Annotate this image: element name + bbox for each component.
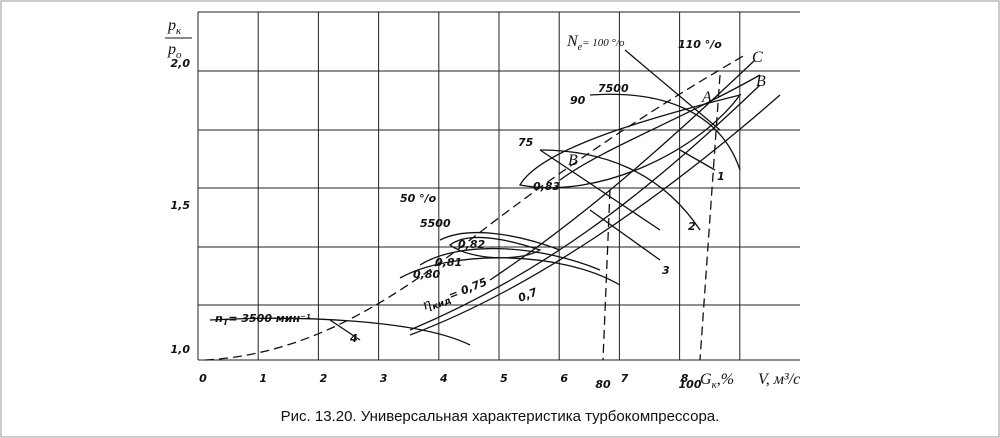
dash-line: [602, 189, 611, 361]
label: 75: [518, 136, 534, 149]
curves: [204, 49, 781, 361]
label: B: [568, 152, 578, 169]
ne-label: Ne= 100 °/о: [566, 33, 625, 53]
x-title: Gк,%: [700, 371, 734, 391]
label: 0,80: [413, 268, 440, 281]
eff-line: [419, 247, 601, 271]
eff-oval: [518, 93, 742, 189]
x-title-2: V, м³/с: [758, 371, 800, 388]
leader: [624, 49, 721, 131]
x-tick-label: 7: [621, 372, 629, 385]
label: C: [752, 49, 763, 66]
label: 0,82: [458, 238, 485, 251]
label: 90: [570, 94, 586, 107]
speed-line: [209, 317, 471, 346]
label: A: [701, 89, 712, 106]
curve: [409, 84, 761, 331]
x-tick-label: 5: [500, 372, 508, 385]
nt-label: nT= 3500 мин⁻¹: [215, 312, 311, 327]
speed-line: [589, 93, 741, 171]
label: 1: [717, 170, 725, 183]
label: 5500: [420, 217, 451, 230]
leader: [329, 319, 361, 341]
y-title-top: pк: [167, 17, 182, 37]
x-tick-label: 100: [679, 378, 702, 391]
surge-line: [204, 54, 746, 361]
label: 4: [349, 332, 358, 345]
line-b: [559, 74, 761, 181]
caption: Рис. 13.20. Универсальная характеристика…: [281, 408, 720, 425]
x-tick-label: 6: [560, 372, 568, 385]
curve: [409, 94, 781, 336]
y-title-bottom: po: [167, 41, 182, 61]
speed-line: [539, 149, 701, 231]
eff-oval: [448, 236, 542, 259]
label: 3: [662, 264, 670, 277]
x-tick-label: 4: [439, 372, 448, 385]
grid: [197, 11, 800, 361]
label: 50 °/о: [400, 192, 437, 205]
x-tick-label: 2: [320, 372, 328, 385]
y-tick-label: 1,5: [171, 199, 191, 212]
labels: pк po Gк,% V, м³/с Ne= 100 °/о 110 °/о C…: [165, 17, 800, 425]
label: 7500: [598, 82, 629, 95]
x-tick-label: 0: [199, 372, 207, 385]
label: 2: [688, 220, 696, 233]
x-tick-label: 3: [380, 372, 388, 385]
y-tick-label: 2,0: [171, 57, 191, 70]
leader: [539, 149, 661, 231]
label: 0,83: [533, 180, 560, 193]
x-tick-label: 1: [259, 372, 267, 385]
x-tick-label: 8: [681, 372, 689, 385]
eff-line: [399, 257, 621, 286]
dash-line: [699, 74, 721, 361]
leader: [679, 149, 716, 171]
speed-line: [439, 231, 561, 251]
label: 110 °/о: [678, 38, 722, 51]
y-tick-label: 1,0: [171, 343, 191, 356]
leader: [589, 209, 661, 261]
x-tick-label: 80: [595, 378, 611, 391]
label: 0,7: [516, 285, 539, 304]
label: B: [756, 73, 766, 90]
label: 0,81: [435, 256, 462, 269]
